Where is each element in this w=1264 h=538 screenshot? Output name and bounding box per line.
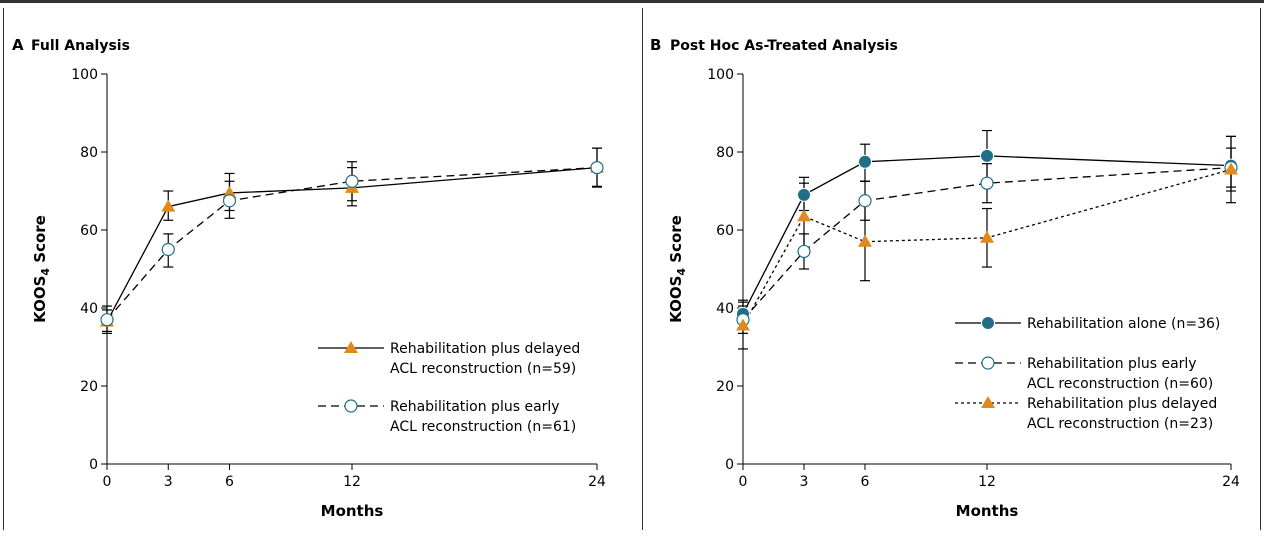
panel-a-plot: 0 20 40 60 80 100 0 3 6 12 24 Months KOOS4 Score Reha… [31, 67, 606, 520]
panel-b-y-tick-label: 80 [716, 145, 734, 161]
panel-a-series-1-point [222, 194, 237, 208]
panel-b-series-2-point [797, 209, 811, 222]
panel-a-x-axis-label: Months [321, 502, 384, 520]
panel-b-right-border [1260, 8, 1261, 530]
panel-b-series-0-point [980, 148, 994, 163]
panel-b-legend-2-label: Rehabilitation plus delayed [1027, 396, 1217, 412]
panel-a-legend-0-label: Rehabilitation plus delayed [390, 341, 580, 357]
panel-a-y-tick-label: 80 [80, 145, 98, 161]
panel-b-series-2-point [736, 318, 750, 331]
panel-b-legend-1-marker [981, 356, 995, 370]
panel-b-x-tick-label: 0 [739, 474, 748, 490]
panel-b-series-1-point [858, 194, 872, 208]
panel-a-left-border [3, 8, 4, 530]
panel-b-legend-0-label: Rehabilitation alone (n=36) [1027, 316, 1220, 332]
panel-b-legend-0-marker [981, 316, 995, 330]
panel-a-legend-0-marker [344, 341, 358, 353]
panel-a-y-axis-label: KOOS4 Score [31, 215, 52, 323]
panel-b-y-tick-label: 40 [716, 301, 734, 317]
panel-b-y-tick-label: 100 [707, 67, 734, 83]
panel-a-y-tick-label: 60 [80, 223, 98, 239]
panel-b-series-1-point [797, 244, 811, 259]
panel-divider [642, 8, 643, 530]
panel-b-legend-1-label-line2: ACL reconstruction (n=60) [1027, 376, 1213, 392]
panel-a-series-1-point [100, 313, 114, 327]
panel-a-y-tick-label: 0 [89, 457, 98, 473]
panel-b-series-1-point [980, 176, 994, 190]
panel-a-legend-0-label-line2: ACL reconstruction (n=59) [390, 361, 576, 377]
panel-b-x-tick-label: 24 [1222, 474, 1240, 490]
panel-a-y-tick-label: 100 [71, 67, 98, 83]
panel-b-legend-1-label: Rehabilitation plus early [1027, 356, 1197, 372]
panel-a-x-tick-label: 12 [343, 474, 361, 490]
panel-b-series-2-point [1224, 162, 1238, 175]
panel-b-series-2-line [742, 168, 1232, 326]
figure-top-rule [0, 0, 1264, 3]
panel-a-title: Full Analysis [31, 38, 130, 54]
panel-b-plot: 0 20 40 60 80 100 0 3 6 12 24 Months KOOS4 Score Reha… [667, 67, 1240, 520]
panel-b-x-tick-label: 6 [861, 474, 870, 490]
panel-a-x-tick-label: 6 [225, 474, 234, 490]
panel-a-x-tick-label: 24 [588, 474, 606, 490]
panel-b-y-tick-label: 60 [716, 223, 734, 239]
panel-b-legend-2-label-line2: ACL reconstruction (n=23) [1027, 416, 1213, 432]
panel-b-series-2-point [858, 234, 872, 247]
panel-b-y-tick-label: 0 [725, 457, 734, 473]
panel-b-title: Post Hoc As-Treated Analysis [670, 38, 898, 54]
panel-b-y-tick-label: 20 [716, 379, 734, 395]
panel-b-x-axis-label: Months [956, 502, 1019, 520]
panel-a-x-tick-label: 3 [164, 474, 173, 490]
panel-b-series-2-point [980, 230, 994, 243]
panel-a-series-0-point [161, 199, 176, 212]
panel-a-x-tick-label: 0 [103, 474, 112, 490]
panel-a-series-0-point [222, 185, 237, 198]
panel-b-letter: B [650, 36, 661, 54]
panel-b-y-axis-label: KOOS4 Score [667, 215, 688, 323]
panel-a-legend-1-label-line2: ACL reconstruction (n=61) [390, 419, 576, 435]
panel-a-y-tick-label: 20 [80, 379, 98, 395]
panel-a-series-1-point [590, 161, 604, 175]
panel-a-letter: A [12, 36, 24, 54]
panel-b-series-0-point [797, 187, 811, 202]
panel-b-legend-2-marker [981, 396, 995, 408]
panel-a-y-tick-label: 40 [80, 301, 98, 317]
panel-a-legend-1-marker [344, 399, 358, 413]
panel-a-legend-1-label: Rehabilitation plus early [390, 399, 560, 415]
panel-b-x-tick-label: 12 [978, 474, 996, 490]
panel-a-series-1-point [345, 174, 359, 188]
panel-b-series-0-point [858, 154, 872, 169]
panel-a-series-1-point [161, 242, 175, 257]
panel-b-x-tick-label: 3 [800, 474, 809, 490]
